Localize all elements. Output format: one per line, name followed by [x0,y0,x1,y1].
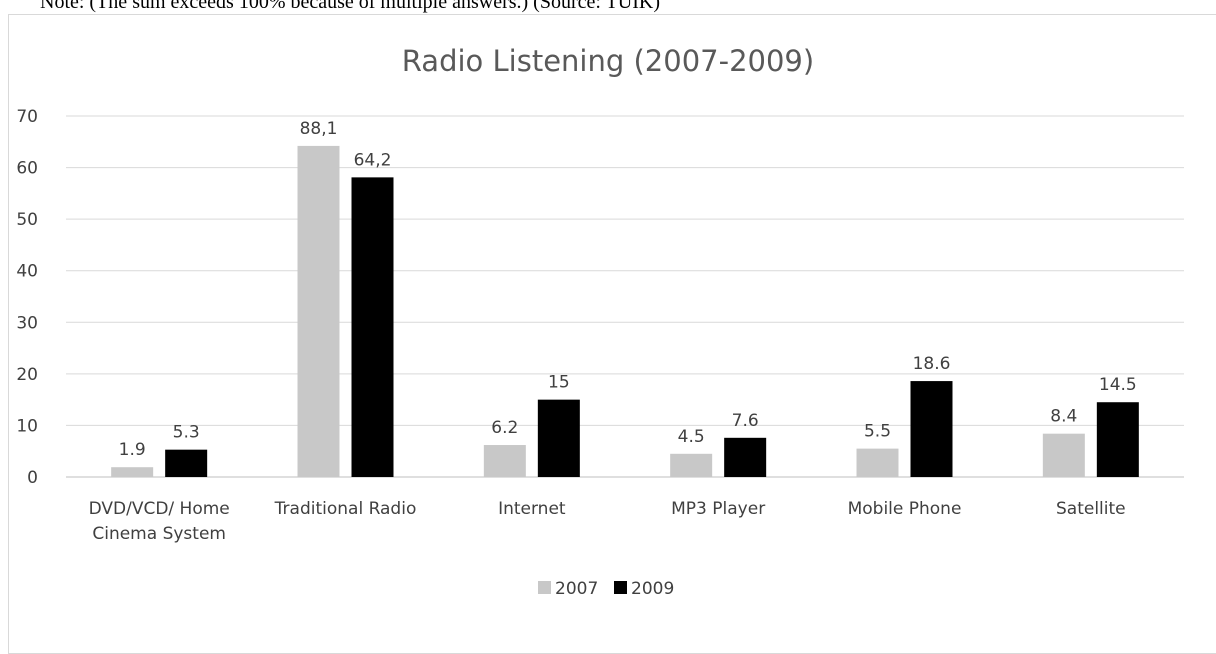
legend-swatch-2007 [538,581,551,594]
data-label: 14.5 [1099,375,1137,395]
bar-2009 [724,438,766,477]
bar-chart: Radio Listening (2007-2009) 0 10 20 30 40 50 6… [0,0,1216,634]
bar-2009 [911,381,953,477]
category-label: Internet [498,499,566,519]
y-tick-label: 0 [27,468,38,488]
legend-swatch-2009 [614,581,627,594]
data-label: 8.4 [1050,407,1077,427]
data-label: 18.6 [913,354,951,374]
data-label: 88,1 [300,119,338,139]
chart-title: Radio Listening (2007-2009) [402,44,814,78]
category-label: Mobile Phone [848,499,962,519]
category-label: Satellite [1056,499,1126,519]
bar-2007 [670,454,712,477]
bar-2007 [484,445,526,477]
category-label-line: Internet [498,499,566,519]
gridlines [66,116,1184,477]
y-tick-label: 70 [16,107,38,127]
legend: 2007 2009 [538,579,674,599]
bar-2007 [1043,434,1085,477]
category-label-line: Satellite [1056,499,1126,519]
category-label-line: MP3 Player [671,499,765,519]
category-label-line: Mobile Phone [848,499,962,519]
y-tick-label: 40 [16,262,38,282]
bar-2009 [352,177,394,477]
data-label: 6.2 [491,418,518,438]
category-label: DVD/VCD/ Home Cinema System [89,499,230,544]
bar-2009 [165,450,207,477]
legend-label: 2009 [631,579,674,599]
y-tick-label: 50 [16,210,38,230]
data-label: 4.5 [678,427,705,447]
y-tick-label: 30 [16,313,38,333]
bar-2009 [1097,402,1139,477]
bar-2009 [538,400,580,477]
data-label: 5.3 [173,423,200,443]
y-axis-ticks: 0 10 20 30 40 50 60 70 [16,107,38,488]
category-label: MP3 Player [671,499,765,519]
category-label-line: Traditional Radio [274,499,417,519]
data-labels: 1.9 5.3 88,1 64,2 6.2 15 4.5 7.6 5.5 18.6 8.4 14.5 [119,119,1137,460]
x-axis-categories: DVD/VCD/ Home Cinema System Traditional Ra… [89,499,1126,544]
category-label: Traditional Radio [274,499,417,519]
data-label: 5.5 [864,422,891,442]
data-label: 7.6 [732,411,759,431]
y-tick-label: 20 [16,365,38,385]
category-label-line: DVD/VCD/ Home [89,499,230,519]
bars [111,146,1139,477]
data-label: 1.9 [119,440,146,460]
bar-2007 [111,467,153,477]
data-label: 15 [548,373,570,393]
y-tick-label: 10 [16,416,38,436]
data-label: 64,2 [354,150,392,170]
category-label-line: Cinema System [92,524,226,544]
bar-2007 [857,449,899,477]
y-tick-label: 60 [16,159,38,179]
legend-label: 2007 [555,579,598,599]
bar-2007 [298,146,340,477]
